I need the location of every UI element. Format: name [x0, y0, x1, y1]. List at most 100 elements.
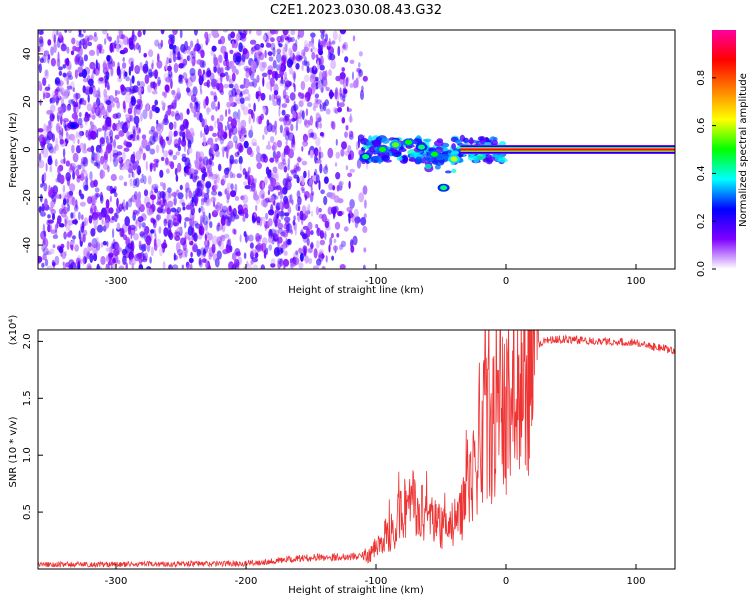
- y-tick-label: 0.5: [22, 504, 33, 520]
- heatmap-cell: [218, 241, 225, 251]
- heatmap-cell: [216, 250, 222, 260]
- heatmap-cell: [46, 131, 54, 141]
- heatmap-cell: [303, 170, 307, 179]
- heatmap-cell: [120, 34, 126, 39]
- heatmap-cell: [85, 129, 89, 138]
- heatmap-cell: [282, 229, 289, 238]
- heatmap-cell: [262, 198, 268, 208]
- heatmap-cell: [362, 225, 368, 234]
- heatmap-cell: [304, 119, 311, 128]
- heatmap-cell: [208, 253, 212, 260]
- heatmap-cell: [201, 258, 207, 263]
- heatmap-cell: [38, 206, 42, 214]
- heatmap-cell: [270, 258, 276, 265]
- heatmap-cell: [71, 165, 75, 173]
- heatmap-cell: [345, 77, 349, 87]
- heatmap-cell: [277, 247, 283, 256]
- heatmap-cell: [217, 222, 221, 227]
- heatmap-cell: [201, 60, 206, 68]
- heatmap-cell: [179, 30, 183, 39]
- heatmap-cell: [173, 196, 177, 206]
- heatmap-cell: [259, 46, 263, 54]
- spectrogram-y-ticks: -40 -20 0 20 40: [22, 48, 43, 253]
- heatmap-cell: [265, 166, 270, 175]
- heatmap-cell: [154, 188, 159, 193]
- heatmap-cell: [194, 160, 201, 167]
- heatmap-cell: [88, 215, 93, 224]
- heatmap-cell: [110, 265, 113, 269]
- heatmap-cell: [98, 77, 104, 82]
- heatmap-cell: [185, 131, 192, 140]
- heatmap-cell: [276, 213, 279, 220]
- heatmap-cell: [235, 69, 239, 75]
- heatmap-cell: [100, 155, 105, 165]
- heatmap-cell: [148, 68, 153, 79]
- heatmap-cell: [273, 83, 279, 94]
- heatmap-cell: [265, 212, 269, 220]
- heatmap-cell: [213, 196, 215, 206]
- heatmap-cell: [293, 215, 296, 221]
- heatmap-cell: [56, 100, 59, 106]
- heatmap-cell: [92, 246, 98, 256]
- heatmap-cell: [278, 210, 285, 217]
- heatmap-cell: [244, 185, 251, 190]
- heatmap-cell: [337, 198, 344, 204]
- heatmap-cell: [53, 94, 59, 100]
- heatmap-cell: [268, 195, 275, 202]
- heatmap-cell: [292, 111, 297, 120]
- heatmap-cell: [292, 70, 297, 80]
- heatmap-cell: [213, 56, 219, 67]
- heatmap-cell: [277, 228, 284, 235]
- heatmap-cell: [255, 152, 263, 163]
- heatmap-cell: [38, 80, 42, 91]
- heatmap-cell: [234, 214, 240, 220]
- heatmap-cell: [211, 153, 214, 161]
- heatmap-cell: [185, 166, 192, 176]
- heatmap-cell: [265, 42, 272, 48]
- heatmap-cell: [171, 89, 176, 95]
- heatmap-cell: [290, 144, 296, 152]
- heatmap-cell: [75, 199, 78, 210]
- heatmap-cell: [200, 215, 203, 224]
- heatmap-cell: [137, 216, 144, 223]
- heatmap-cell: [274, 218, 278, 226]
- heatmap-cell: [197, 68, 202, 78]
- heatmap-cell: [187, 77, 193, 87]
- heatmap-cell: [231, 87, 237, 97]
- heatmap-cell: [104, 120, 107, 125]
- heatmap-cell: [334, 162, 338, 167]
- heatmap-cell: [415, 156, 423, 164]
- heatmap-cell: [319, 30, 325, 34]
- heatmap-cell: [196, 188, 203, 197]
- heatmap-cell: [112, 257, 116, 264]
- heatmap-cell: [152, 132, 159, 143]
- heatmap-cell: [226, 205, 233, 216]
- heatmap-cell: [168, 58, 172, 64]
- heatmap-cell: [49, 248, 55, 255]
- heatmap-cell: [165, 136, 169, 141]
- heatmap-cell: [241, 90, 246, 95]
- heatmap-cell: [325, 255, 328, 263]
- heatmap-cell: [50, 57, 57, 67]
- snr-x-ticks: -300 -200 -100 0 100: [105, 564, 646, 587]
- heatmap-cell: [215, 150, 220, 158]
- heatmap-cell: [175, 174, 179, 182]
- heatmap-cell: [72, 101, 76, 107]
- heatmap-cell: [149, 163, 153, 173]
- heatmap-cell: [226, 73, 229, 82]
- heatmap-cell: [178, 74, 183, 83]
- heatmap-cell: [293, 72, 296, 83]
- heatmap-cell: [64, 30, 68, 33]
- heatmap-cell: [146, 266, 152, 269]
- heatmap-cell: [55, 229, 58, 236]
- heatmap-cell: [171, 214, 178, 221]
- heatmap-cell: [319, 122, 322, 129]
- heatmap-feature: [379, 147, 386, 152]
- heatmap-cell: [338, 33, 342, 43]
- heatmap-cell: [214, 184, 218, 191]
- heatmap-cell: [105, 100, 112, 106]
- heatmap-cell: [178, 63, 184, 69]
- heatmap-cell: [158, 79, 162, 84]
